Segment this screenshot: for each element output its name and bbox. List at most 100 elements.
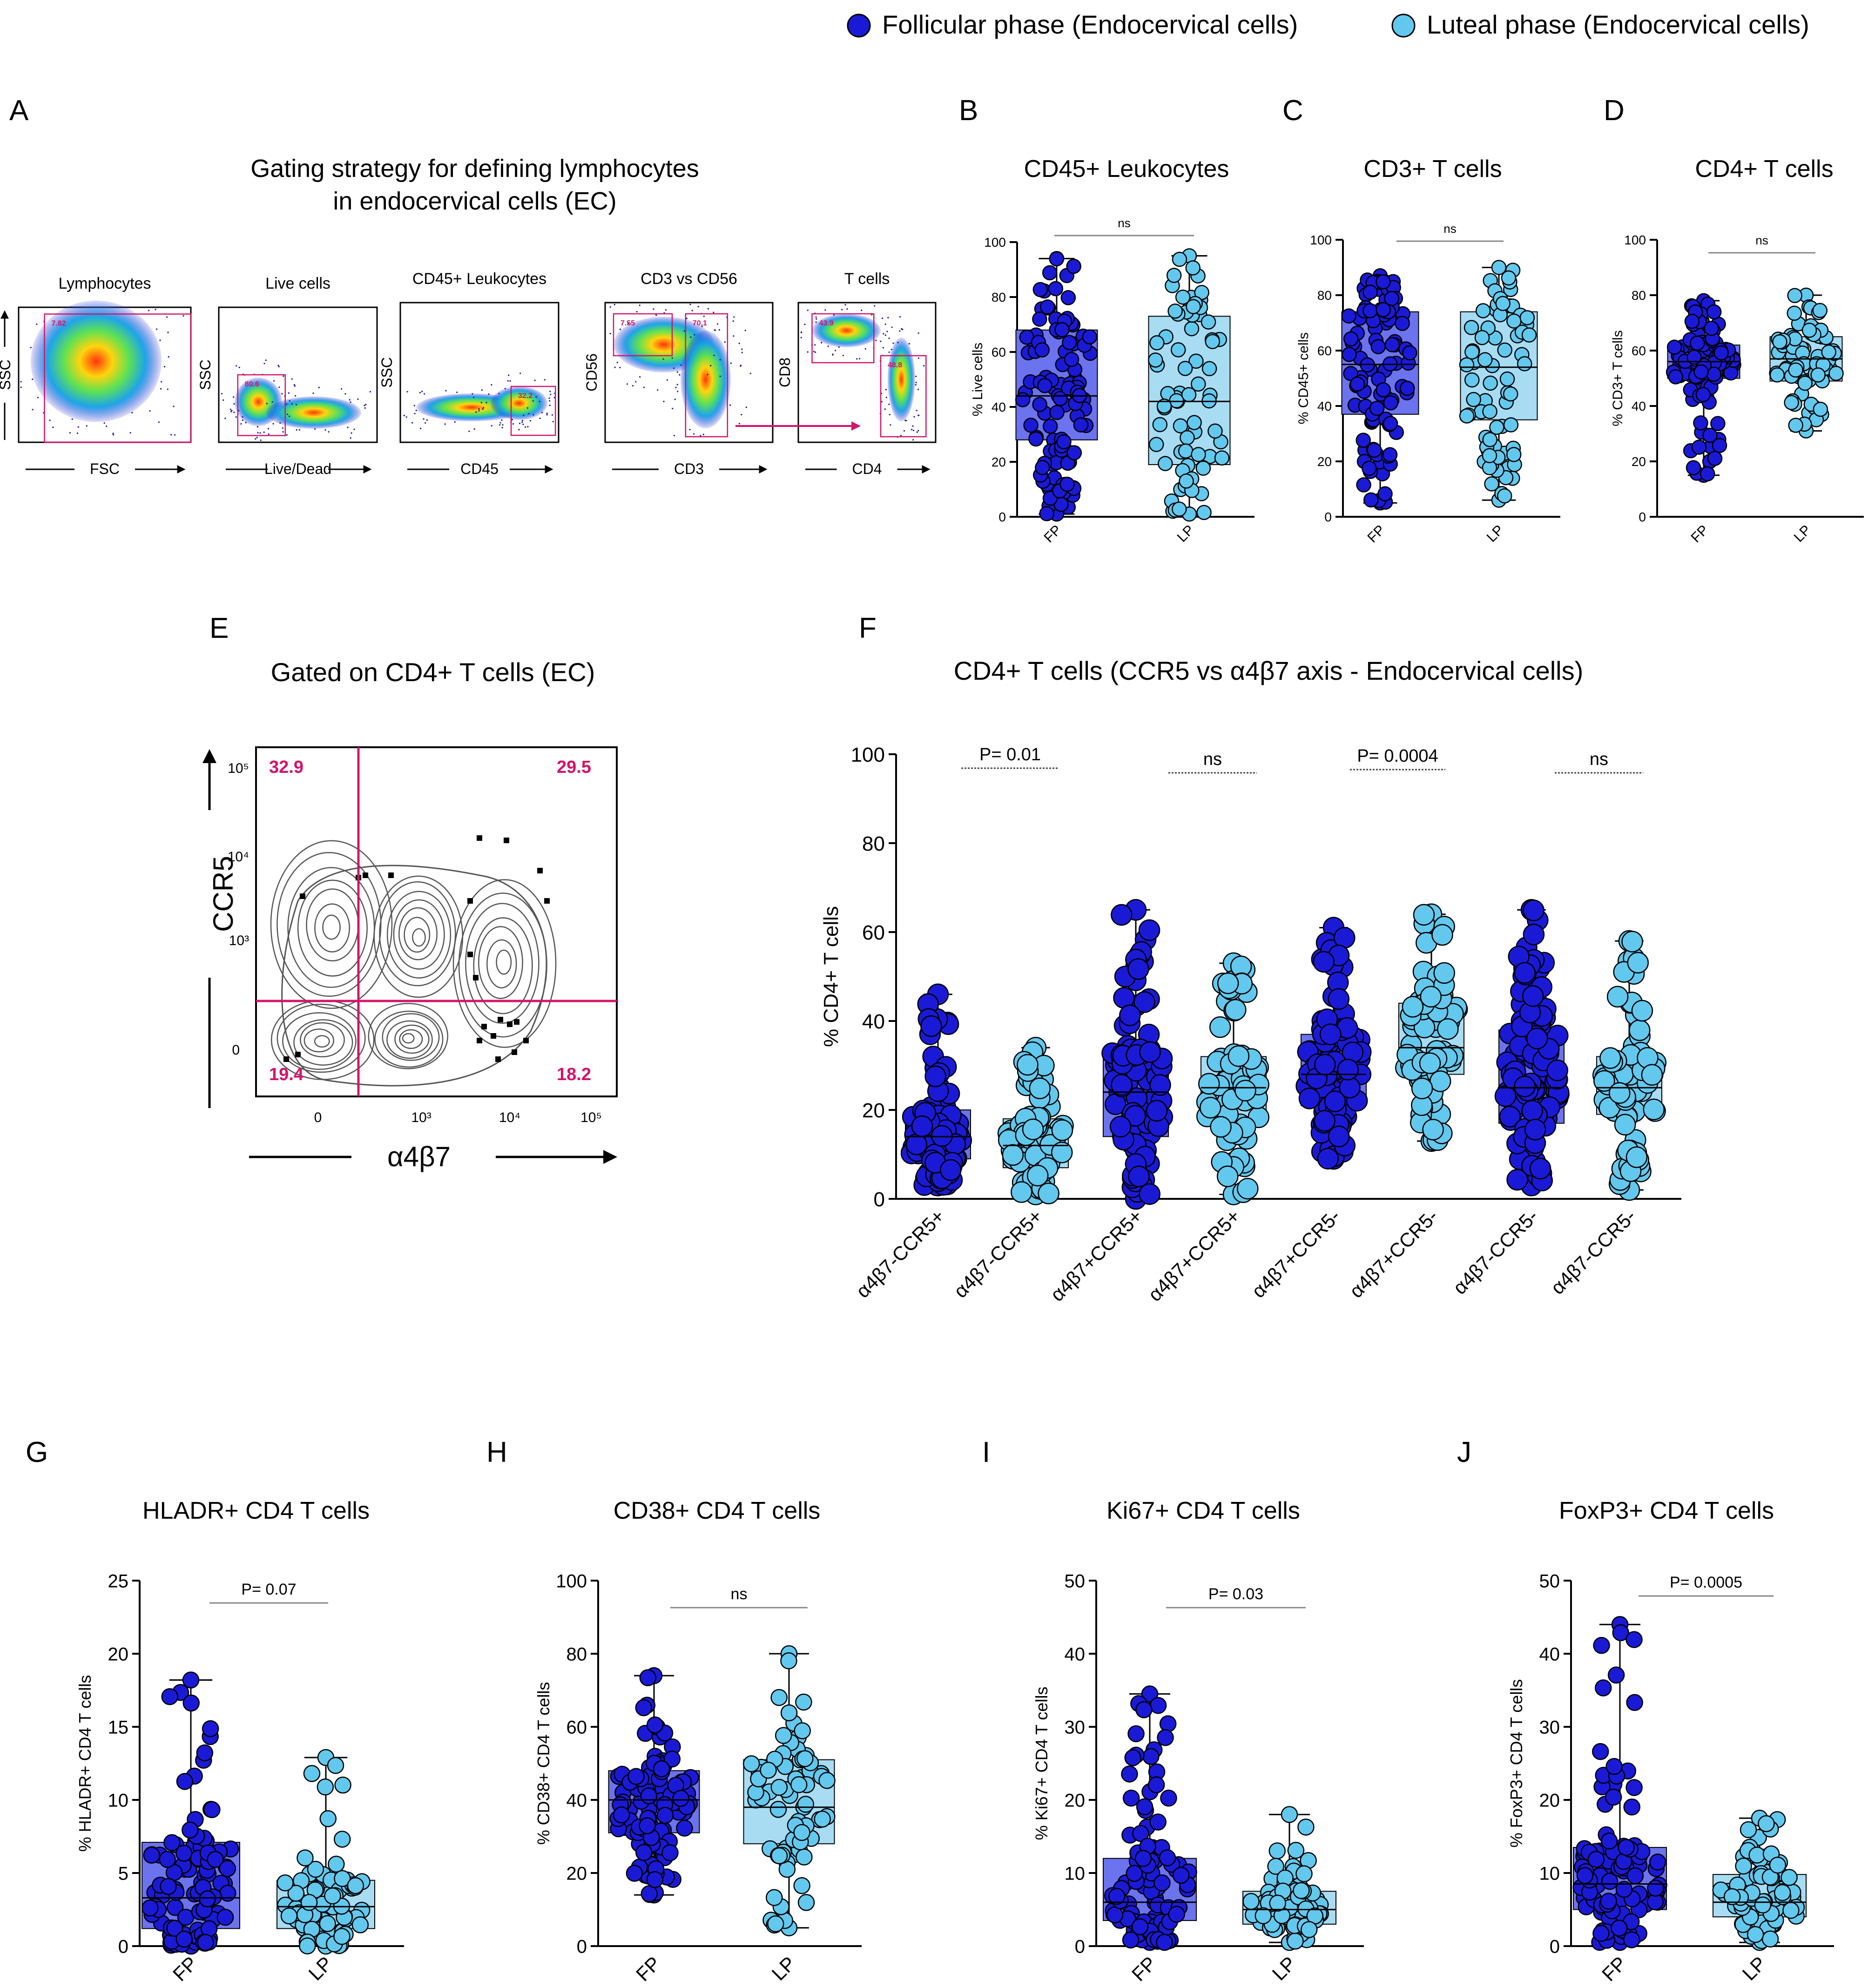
y-tick-label: 0: [874, 1188, 885, 1211]
data-point: [795, 1693, 812, 1711]
panel-letter-a: A: [9, 95, 29, 127]
scatter-event: [525, 426, 526, 428]
scatter-event: [703, 315, 705, 317]
scatter-event: [278, 386, 280, 388]
data-point: [1593, 1070, 1615, 1092]
data-point: [1593, 1636, 1610, 1654]
scatter-event: [499, 424, 501, 426]
data-point: [1214, 450, 1230, 466]
scatter-event: [858, 358, 861, 360]
scatter-event: [288, 392, 290, 394]
scatter-event: [911, 428, 913, 431]
scatter-event: [37, 397, 39, 399]
scatter-event: [724, 341, 726, 343]
data-point: [1605, 1788, 1622, 1806]
scatter-event: [643, 386, 645, 388]
data-point: [1363, 492, 1379, 507]
gating-y-label: SSC: [0, 359, 13, 390]
category-label: α4β7-CCR5+: [852, 1205, 949, 1302]
data-point: [1293, 1882, 1310, 1899]
scatter-event: [491, 384, 492, 385]
data-point: [333, 1928, 351, 1945]
scatter-event: [838, 346, 840, 348]
scatter-event: [233, 412, 235, 413]
scatter-event: [551, 414, 553, 416]
data-point: [1684, 313, 1700, 329]
data-point: [1592, 1925, 1610, 1942]
scatter-event: [277, 365, 279, 366]
y-tick-label: 40: [1539, 1644, 1560, 1664]
data-point: [1497, 342, 1512, 358]
scatter-event: [908, 343, 910, 345]
data-point: [1484, 476, 1499, 492]
contour-line: [314, 1035, 330, 1048]
data-point: [1615, 1880, 1633, 1898]
scatter-event: [266, 403, 268, 405]
scatter-event: [468, 430, 470, 432]
chart-title: CD45+ Leukocytes: [1024, 156, 1229, 183]
contour-line: [382, 1013, 440, 1061]
chart-title: HLADR+ CD4 T cells: [142, 1497, 370, 1524]
data-point: [1402, 996, 1424, 1018]
scatter-event: [745, 406, 747, 408]
scatter-event: [426, 419, 428, 421]
scatter-event: [344, 393, 346, 395]
panel-letter-e: E: [209, 612, 229, 644]
data-point: [1049, 405, 1065, 420]
data-point: [1149, 1074, 1171, 1096]
scatter-event: [155, 309, 156, 311]
scatter-event: [710, 365, 712, 366]
y-tick-label: 80: [1317, 288, 1332, 303]
data-point: [1122, 1789, 1140, 1807]
scatter-event: [472, 397, 475, 399]
data-point: [1474, 330, 1490, 345]
scatter-event: [881, 318, 884, 319]
data-point: [1314, 1054, 1336, 1075]
y-tick-label: 60: [1632, 344, 1646, 358]
scatter-event: [657, 389, 659, 391]
scatter-event: [738, 342, 740, 345]
scatter-event: [729, 404, 731, 406]
data-point: [1281, 1806, 1298, 1823]
contour-line: [322, 914, 341, 940]
gating-y-label: SSC: [378, 357, 395, 388]
y-tick-label: 80: [567, 1644, 587, 1664]
data-point: [175, 1930, 193, 1948]
scatter-event: [841, 309, 843, 311]
chart-title: Ki67+ CD4 T cells: [1106, 1497, 1300, 1524]
e-xtick-0: 0: [314, 1110, 322, 1125]
data-point: [334, 1870, 351, 1887]
gate-value: 80.6: [245, 380, 259, 388]
data-point: [1668, 369, 1684, 385]
data-point: [1369, 400, 1385, 416]
comparison-label: ns: [1443, 222, 1456, 236]
data-point: [793, 1877, 810, 1894]
data-point: [1626, 1694, 1643, 1711]
data-point: [1142, 1748, 1160, 1765]
scatter-event: [233, 403, 235, 405]
scatter-event: [888, 337, 890, 339]
data-point: [1748, 1846, 1766, 1864]
scatter-event: [673, 434, 675, 437]
data-point: [661, 1844, 679, 1861]
data-point: [1159, 1849, 1176, 1866]
group-lp-lp: LP: [1459, 260, 1538, 545]
data-point: [1362, 303, 1378, 318]
scatter-event: [846, 308, 848, 310]
contour-lines: [270, 835, 557, 1087]
category-label: α4β7+CCR5-: [1248, 1205, 1345, 1302]
data-point: [1141, 1685, 1159, 1703]
data-point: [1048, 281, 1064, 297]
scatter-event: [148, 310, 150, 311]
group-lp-lp: LP: [1712, 1810, 1807, 1985]
data-point: [1477, 352, 1493, 367]
scatter-event: [532, 400, 534, 402]
contour-line: [404, 917, 431, 953]
e-ytick-1e5: 10⁵: [228, 761, 249, 776]
data-point: [1126, 1865, 1143, 1882]
scatter-event: [281, 393, 283, 395]
data-point: [1517, 356, 1532, 372]
outlier-event: [467, 898, 473, 904]
scatter-event: [676, 384, 678, 385]
scatter-event: [673, 367, 675, 369]
